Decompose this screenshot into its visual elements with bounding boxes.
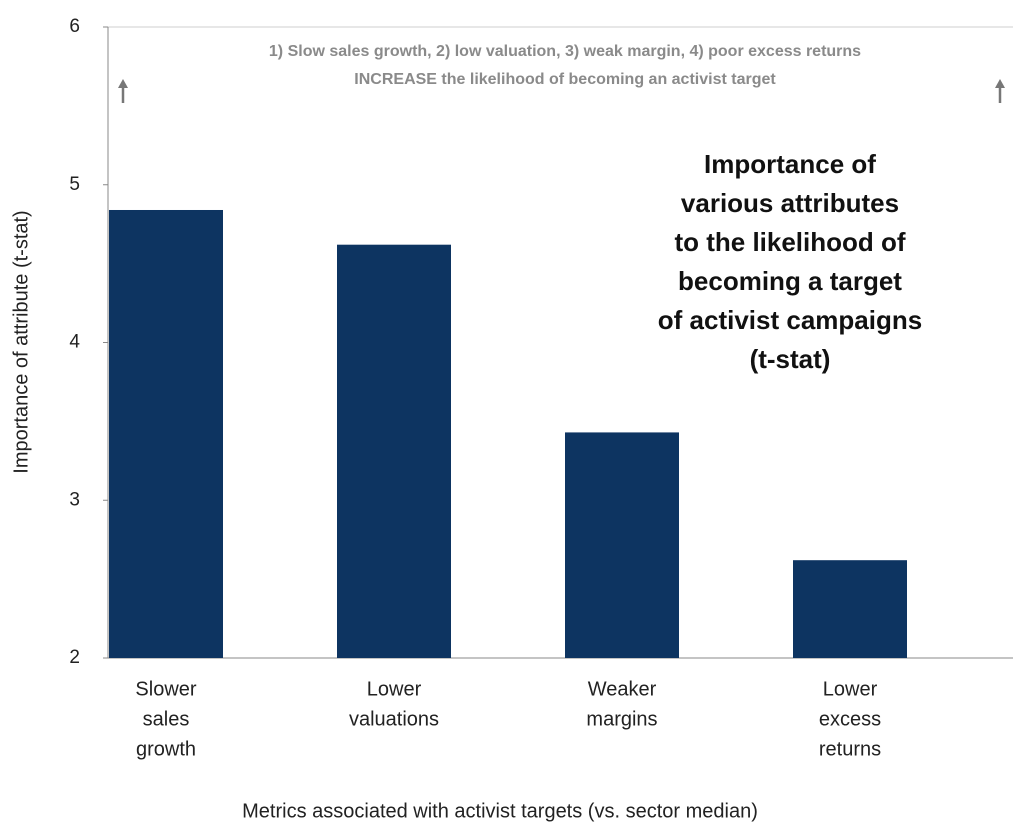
- x-tick-label: Slower: [135, 678, 196, 700]
- y-tick-label: 2: [69, 647, 80, 668]
- x-tick-label: Weaker: [588, 678, 657, 700]
- x-tick-label: Lower: [823, 678, 878, 700]
- chart-title: various attributes: [681, 188, 899, 218]
- annotation-line: 1) Slow sales growth, 2) low valuation, …: [269, 43, 861, 60]
- y-tick-label: 6: [69, 16, 80, 37]
- chart-title: (t-stat): [750, 344, 831, 374]
- x-tick-label: valuations: [349, 708, 439, 730]
- chart-title: Importance of: [704, 149, 876, 179]
- y-axis-label: Importance of attribute (t-stat): [10, 210, 32, 473]
- y-tick-label: 3: [69, 489, 80, 510]
- chart-title: to the likelihood of: [674, 227, 905, 257]
- bar: [337, 244, 451, 658]
- bar: [565, 432, 679, 658]
- x-tick-label: excess: [819, 708, 881, 730]
- annotation-line: INCREASE the likelihood of becoming an a…: [354, 71, 776, 88]
- bar: [109, 209, 223, 659]
- x-tick-label: margins: [586, 708, 657, 730]
- chart-title: becoming a target: [678, 266, 902, 296]
- bar: [793, 560, 907, 658]
- x-tick-label: growth: [136, 738, 196, 760]
- x-tick-label: Lower: [367, 678, 422, 700]
- y-tick-label: 5: [69, 174, 80, 195]
- x-tick-label: returns: [819, 738, 881, 760]
- y-tick-label: 4: [69, 332, 80, 353]
- chart-title: of activist campaigns: [658, 305, 922, 335]
- x-axis-label: Metrics associated with activist targets…: [242, 800, 758, 822]
- x-tick-label: sales: [143, 708, 190, 730]
- arrows: [118, 79, 1005, 103]
